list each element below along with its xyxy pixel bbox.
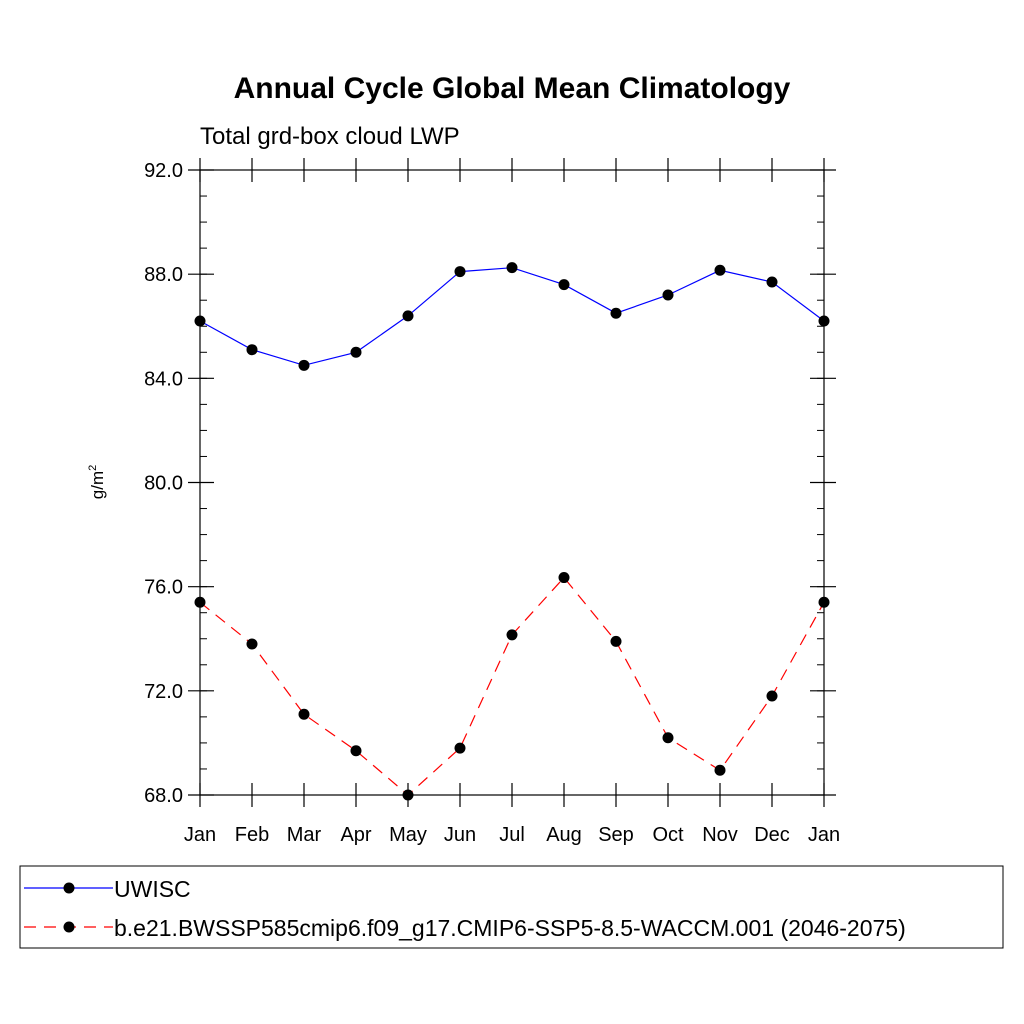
x-tick-label: Aug	[546, 824, 582, 846]
x-tick-label: Jun	[444, 824, 476, 846]
y-tick-label: 92.0	[144, 160, 183, 182]
series-1-point	[558, 279, 570, 291]
y-tick-label: 76.0	[144, 577, 183, 599]
y-tick-label: 84.0	[144, 368, 183, 390]
series-2-point	[350, 745, 362, 757]
series-1-point	[194, 315, 206, 327]
x-tick-label: Apr	[340, 824, 371, 846]
x-tick-label: May	[389, 824, 427, 846]
x-tick-label: Jan	[808, 824, 840, 846]
series-2-point	[610, 635, 622, 647]
series-2-point	[402, 789, 414, 801]
x-tick-label: Nov	[702, 824, 738, 846]
x-tick-label: Oct	[652, 824, 684, 846]
x-axis-ticks: Jan Feb Mar Apr May Jun Jul Aug Sep Oct Nov Dec Jan	[184, 158, 840, 846]
y-axis-label: g/m2	[87, 465, 107, 499]
series-1-point	[662, 289, 674, 301]
y-tick-label: 72.0	[144, 681, 183, 703]
x-tick-label: Dec	[754, 824, 790, 846]
plot-frame	[199, 169, 825, 796]
x-tick-label: Feb	[235, 824, 269, 846]
series-1-point	[454, 266, 466, 278]
legend-label-waccm: b.e21.BWSSP585cmip6.f09_g17.CMIP6-SSP5-8…	[114, 915, 906, 941]
x-tick-label: Sep	[598, 824, 634, 846]
chart-title: Annual Cycle Global Mean Climatology	[234, 72, 791, 105]
series-line-1	[199, 267, 825, 366]
series-2-point	[714, 764, 726, 776]
y-tick-label: 88.0	[144, 264, 183, 286]
series-2-point	[246, 638, 258, 650]
series-1-point	[246, 344, 258, 356]
series-layer	[194, 262, 830, 801]
legend: UWISC b.e21.BWSSP585cmip6.f09_g17.CMIP6-…	[19, 865, 1004, 949]
series-1-point	[298, 359, 310, 371]
series-2-point	[766, 690, 778, 702]
y-axis-label-text: g/m	[88, 471, 107, 499]
chart-subtitle: Total grd-box cloud LWP	[200, 123, 460, 150]
series-line-2	[199, 576, 825, 796]
x-tick-label: Jul	[499, 824, 525, 846]
series-1-point	[610, 307, 622, 319]
series-2-point	[454, 742, 466, 754]
x-tick-label: Jan	[184, 824, 216, 846]
y-axis-label-superscript: 2	[87, 465, 99, 471]
x-tick-label: Mar	[287, 824, 322, 846]
series-1-point	[350, 346, 362, 358]
series-1-point	[818, 315, 830, 327]
series-2-point	[662, 732, 674, 744]
legend-marker-uwisc	[63, 882, 75, 894]
series-1-point	[714, 264, 726, 276]
series-2-point	[194, 596, 206, 608]
series-1-point	[506, 262, 518, 274]
series-2-point	[506, 629, 518, 641]
series-2-point	[558, 572, 570, 584]
legend-box	[19, 865, 1004, 949]
y-tick-label: 68.0	[144, 785, 183, 807]
legend-marker-waccm	[63, 921, 75, 933]
series-2-point	[298, 708, 310, 720]
legend-label-uwisc: UWISC	[114, 876, 191, 902]
series-2-point	[818, 596, 830, 608]
y-axis-ticks: 68.0 72.0 76.0 80.0 84.0 88.0 92.0	[144, 160, 836, 807]
y-tick-label: 80.0	[144, 473, 183, 495]
series-1-point	[402, 310, 414, 322]
series-1-point	[766, 276, 778, 288]
